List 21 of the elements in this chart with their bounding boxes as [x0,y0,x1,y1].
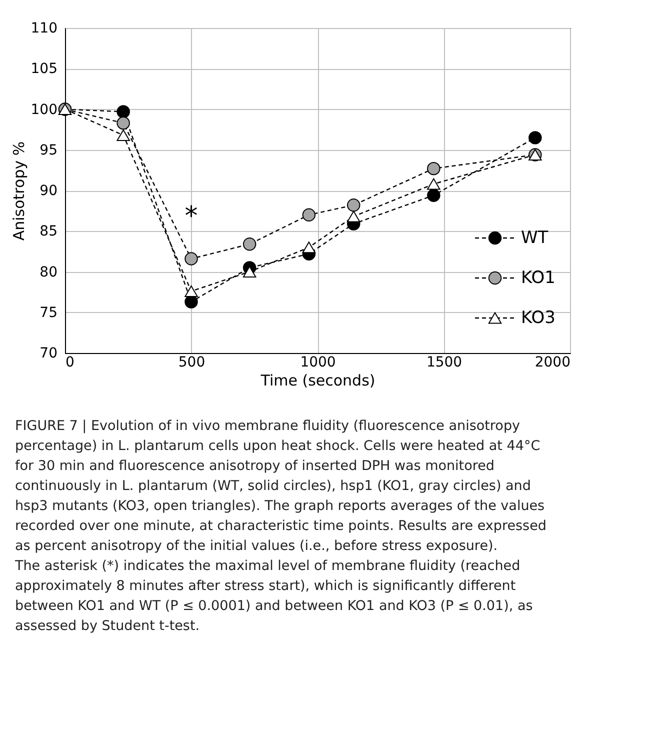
annotation: * [184,202,198,232]
legend-label: KO3 [521,308,556,328]
text: FIGURE 7 | Evolution of in vivo membrane fluidity (fluorescence anisotropy percentage) in L. plantarum cells upon heat shock. Cells were heated at 44°C for 30 min and fluorescence anisotropy of inserted DPH was monitored continuously in L. plantarum (WT, solid circles), hsp1 (KO1, gray circles) and hsp3 mutants (KO3, open triangles). The graph reports averages of the values recorded over one minute, at characteristic time points. Results are expressed as percent anisotropy of the initial values (i.e., before stress exposure). The asterisk (*) indicates the maximal level of membrane fluidity (reached approximately 8 minutes after stress start), which is significantly different between KO1 and WT (P ≤ 0.0001) and between KO1 and KO3 (P ≤ 0.01), as assessed by Student t-test. [15,418,546,634]
y-axis-title: Anisotropy % [10,141,28,241]
legend-label: KO1 [521,268,556,288]
y-tick-label: 80 [40,264,58,280]
x-tick-label: 500 [178,354,206,370]
x-tick-label: 0 [66,354,74,370]
y-tick-label: 85 [40,224,58,240]
y-tick-label: 95 [40,142,58,158]
x-tick-label: 2000 [534,354,570,370]
y-tick-label: 110 [30,20,58,36]
y-tick-label: 105 [30,61,58,78]
y-tick-label: 90 [40,183,58,199]
y-tick-label: 70 [40,346,58,362]
legend-label: WT [521,228,549,248]
x-axis-title: Time (seconds) [260,372,376,390]
x-tick-label: 1500 [426,354,462,370]
x-tick-label: 1000 [300,354,336,370]
y-tick-label: 75 [40,304,58,321]
y-tick-label: 100 [30,102,58,118]
